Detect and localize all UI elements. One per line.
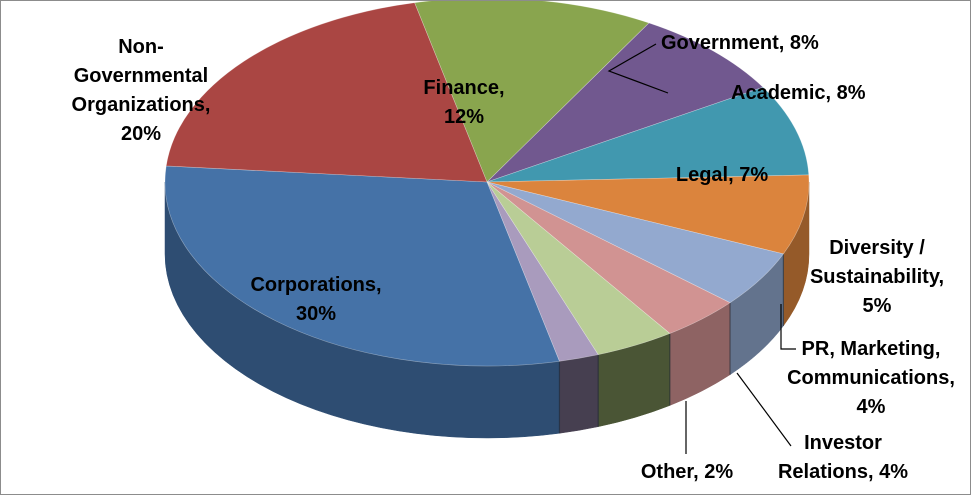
data-label-line: Sustainability, [810,266,944,288]
data-label-line: Corporations, [250,274,381,296]
data-label-legal: Legal, 7% [676,164,768,186]
data-label-line: Diversity / [829,237,925,259]
pie-slice-legal [486,174,810,255]
data-label-finance: Finance, 12% [423,77,504,128]
data-label-line: Finance, [423,77,504,99]
data-label-line: Relations, 4% [778,461,908,483]
data-label-investor-relations: Investor Relations, 4% [778,432,908,483]
data-label-non-governmental-organizations: Non- Governmental Organizations, 20% [72,36,211,145]
leader-line-government [607,43,669,94]
data-label-line: PR, Marketing, [802,338,941,360]
data-label-diversity-sustainability: Diversity / Sustainability, 5% [810,237,944,317]
data-label-line: Organizations, [72,94,211,116]
data-label-line: Academic, 8% [731,82,866,104]
pie-top-group [164,1,810,367]
data-label-line: Government, 8% [661,32,819,54]
data-label-academic: Academic, 8% [731,82,866,104]
pie-slice-diversity-sustainability [486,181,784,304]
data-label-line: Legal, 7% [676,164,768,186]
pie-slice-corporations [164,165,560,367]
data-label-government: Government, 8% [661,32,819,54]
data-label-pr-marketing-communications: PR, Marketing, Communications, 4% [787,338,955,418]
pie-slice-investor-relations [486,181,671,356]
pie-slice-government [486,22,764,183]
data-label-line: 4% [857,396,886,418]
data-label-line: Governmental [74,65,208,87]
pie-slice-pr-marketing-communications [486,181,731,334]
pie-edge-group [558,253,785,434]
data-label-line: 12% [444,106,484,128]
pie-side-group [164,181,810,439]
pie-slice-non-governmental-organizations [165,2,488,183]
data-label-line: Non- [118,36,164,58]
leader-line-investor-relations [736,372,792,447]
pie-slice-academic [486,86,810,183]
data-label-line: 20% [121,123,161,145]
pie-side-other [559,354,599,434]
data-label-line: Investor [804,432,882,454]
pie-slice-other [486,181,599,362]
data-label-line: 5% [863,295,892,317]
data-label-line: Other, 2% [641,461,733,483]
leader-lines [607,43,796,454]
data-label-other: Other, 2% [641,461,733,483]
leader-line-pr-marketing-communications [780,304,796,350]
data-label-corporations: Corporations, 30% [250,274,381,325]
data-label-line: 30% [296,303,336,325]
data-labels: Finance, 12% Government, 8% Academic, 8% Leg… [72,32,955,483]
pie-slice-finance [414,1,650,183]
data-label-line: Communications, [787,367,955,389]
